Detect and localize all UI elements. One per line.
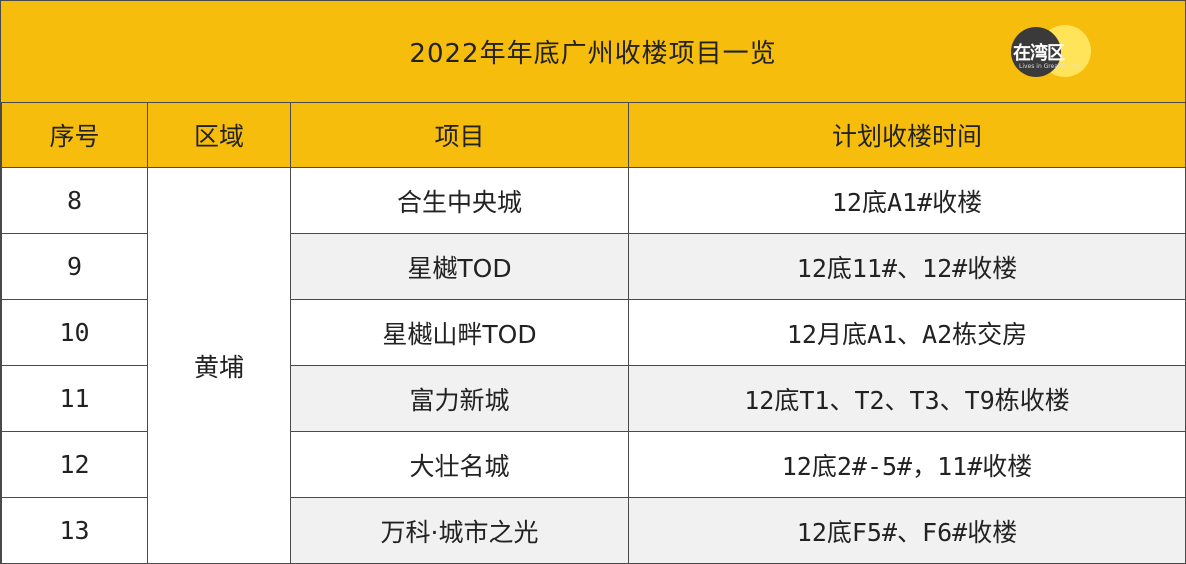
- table-row: 9 星樾TOD 12底11#、12#收楼: [1, 233, 1186, 300]
- table-row: 11 富力新城 12底T1、T2、T3、T9栋收楼: [1, 365, 1186, 432]
- row-no: 12: [1, 431, 148, 498]
- row-schedule: 12底T1、T2、T3、T9栋收楼: [628, 365, 1186, 432]
- region-cell: 黄埔: [147, 167, 291, 564]
- header-project: 项目: [290, 102, 629, 168]
- table-row: 13 万科·城市之光 12底F5#、F6#收楼: [1, 497, 1186, 564]
- row-no: 13: [1, 497, 148, 564]
- header-no: 序号: [1, 102, 148, 168]
- row-no: 10: [1, 299, 148, 366]
- row-project: 万科·城市之光: [290, 497, 629, 564]
- row-schedule: 12底2#-5#，11#收楼: [628, 431, 1186, 498]
- row-project: 星樾TOD: [290, 233, 629, 300]
- table-row: 12 大壮名城 12底2#-5#，11#收楼: [1, 431, 1186, 498]
- row-no: 11: [1, 365, 148, 432]
- row-project: 大壮名城: [290, 431, 629, 498]
- row-no: 8: [1, 167, 148, 234]
- row-schedule: 12月底A1、A2栋交房: [628, 299, 1186, 366]
- logo-text: 在湾区: [1013, 43, 1065, 64]
- table-row: 8 黄埔 合生中央城 12底A1#收楼: [1, 167, 1186, 564]
- row-project: 星樾山畔TOD: [290, 299, 629, 366]
- row-no: 9: [1, 233, 148, 300]
- brand-logo: 在湾区 Lives in Greater Bay: [1005, 23, 1095, 83]
- logo-subtext: Lives in Greater Bay: [1019, 63, 1080, 70]
- title-bar: 2022年年底广州收楼项目一览 在湾区 Lives in Greater Bay: [1, 1, 1185, 103]
- row-schedule: 12底11#、12#收楼: [628, 233, 1186, 300]
- row-project: 富力新城: [290, 365, 629, 432]
- row-schedule: 12底A1#收楼: [628, 167, 1186, 234]
- project-table: 序号 区域 项目 计划收楼时间 8 黄埔 合生中央城 12底A1#收楼 9 星樾…: [1, 102, 1186, 564]
- header-row: 序号 区域 项目 计划收楼时间: [1, 102, 1186, 168]
- header-schedule: 计划收楼时间: [628, 102, 1186, 168]
- header-region: 区域: [147, 102, 291, 168]
- row-project: 合生中央城: [290, 167, 629, 234]
- logo-dark-circle: [1011, 27, 1061, 77]
- row-schedule: 12底F5#、F6#收楼: [628, 497, 1186, 564]
- page-title: 2022年年底广州收楼项目一览: [409, 39, 777, 69]
